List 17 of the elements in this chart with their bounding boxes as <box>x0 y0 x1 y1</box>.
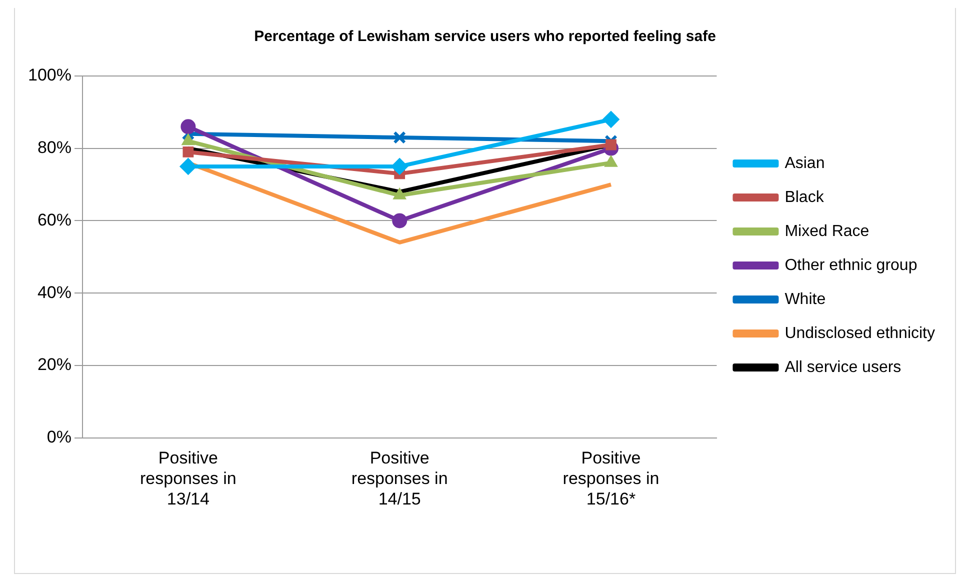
x-tick-label: Positive responses in 15/16* <box>562 448 660 508</box>
y-tick-label: 60% <box>37 210 72 230</box>
y-tick-label: 0% <box>46 427 72 446</box>
legend-label: Other ethnic group <box>784 256 918 274</box>
legend-label: Black <box>784 188 825 206</box>
y-tick-label: 80% <box>37 138 72 158</box>
x-tick-label: Positive responses in 14/15 <box>351 448 448 508</box>
legend-label: Asian <box>784 154 825 172</box>
legend-label: White <box>784 290 826 308</box>
x-tick-label: Positive responses in 13/14 <box>140 448 236 508</box>
legend-label: Undisclosed ethnicity <box>784 324 935 342</box>
chart-title: Percentage of Lewisham service users who reported feeling safe <box>254 28 716 46</box>
legend-label: All service users <box>784 358 902 376</box>
legend-label: Mixed Race <box>784 222 870 240</box>
y-tick-label: 40% <box>37 282 72 302</box>
y-tick-label: 20% <box>37 355 72 374</box>
y-tick-label: 100% <box>28 66 72 85</box>
